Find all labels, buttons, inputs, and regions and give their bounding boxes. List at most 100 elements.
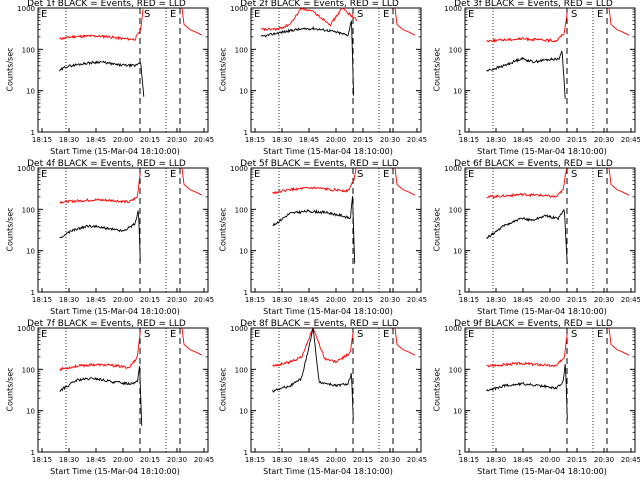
event-marker-label: S [357,169,363,180]
panel-svg: 1 10 100 1000 18:15 18:30 18:45 20:00 20:15 20:30… [17,165,214,304]
events-series-line [486,208,568,264]
x-tick-label: 18:45 [513,136,533,144]
event-marker-label: S [357,9,363,20]
y-tick-label: 10 [239,408,248,416]
event-marker-label: S [571,9,577,20]
y-tick-label: 10 [26,248,35,256]
y-axis-title: Counts/sec [432,207,442,252]
event-marker-label: E [41,169,47,180]
event-marker-label: E [170,9,176,20]
x-tick-label: 20:30 [594,296,614,304]
y-tick-label: 10 [453,88,462,96]
y-axis-title: Counts/sec [5,207,15,252]
y-tick-label: 1 [458,289,462,297]
x-tick-label: 20:15 [353,456,373,464]
event-marker-label: S [144,9,150,20]
y-tick-label: 100 [22,366,35,374]
y-tick-label: 1000 [444,5,462,13]
detector-panel: 1 10 100 1000 18:15 18:30 18:45 20:00 20:15 20:30… [427,319,640,480]
x-tick-label: 18:30 [59,296,79,304]
x-tick-label: 20:30 [167,456,187,464]
detector-panel: 1 10 100 1000 18:15 18:30 18:45 20:00 20:15 20:30… [213,0,428,160]
panel-svg: 1 10 100 1000 18:15 18:30 18:45 20:00 20:15 20:30… [230,5,427,144]
events-series-line [261,19,355,96]
x-axis-title: Start Time (15-Mar-04 18:10:00) [50,467,180,476]
detector-panel: 1 10 100 1000 18:15 18:30 18:45 20:00 20:15 20:30… [0,319,215,480]
y-tick-label: 1 [458,449,462,457]
plot-frame [250,7,422,133]
lld-series-line [59,172,141,205]
detector-panel: 1 10 100 1000 18:15 18:30 18:45 20:00 20:15 20:30… [427,159,640,320]
x-tick-label: 20:00 [113,136,133,144]
lld-tail-line [608,7,630,36]
x-tick-label: 18:30 [486,136,506,144]
event-marker-label: E [468,9,474,20]
x-tick-label: 20:00 [540,456,560,464]
x-tick-label: 20:45 [621,136,640,144]
x-tick-label: 20:15 [567,136,587,144]
y-axis-title: Counts/sec [432,367,442,412]
event-marker-label: S [357,329,363,340]
event-marker-label: E [597,9,603,20]
x-tick-label: 20:30 [594,456,614,464]
lld-tail-line [181,7,203,36]
x-tick-label: 20:15 [140,296,160,304]
events-series-line [486,50,566,99]
y-tick-label: 10 [26,408,35,416]
panel-title: Det 3f BLACK = Events, RED = LLD [454,0,613,9]
y-tick-label: 1000 [230,325,248,333]
event-marker-label: E [597,329,603,340]
x-tick-label: 18:30 [59,136,79,144]
lld-series-line [486,332,568,368]
y-tick-label: 100 [449,46,462,54]
y-tick-label: 1 [244,129,248,137]
x-tick-label: 18:30 [486,296,506,304]
panel-title: Det 2f BLACK = Events, RED = LLD [240,0,399,9]
x-tick-label: 20:15 [140,136,160,144]
panel-svg: 1 10 100 1000 18:15 18:30 18:45 20:00 20:15 20:30… [230,165,427,304]
y-tick-label: 1000 [17,325,35,333]
x-axis-title: Start Time (15-Mar-04 18:10:00) [50,147,180,156]
panel-title: Det 7f BLACK = Events, RED = LLD [27,319,186,329]
y-tick-label: 1000 [17,165,35,173]
detector-panel: 1 10 100 1000 18:15 18:30 18:45 20:00 20:15 20:30… [0,159,215,320]
y-axis-title: Counts/sec [5,367,15,412]
y-tick-label: 100 [235,366,248,374]
event-marker-label: E [383,169,389,180]
event-marker-label: E [170,169,176,180]
event-marker-label: E [597,169,603,180]
x-tick-label: 18:15 [245,456,265,464]
x-tick-label: 20:45 [407,136,427,144]
x-tick-label: 18:30 [272,456,292,464]
x-tick-label: 18:45 [513,456,533,464]
lld-series-line [486,11,568,43]
lld-tail-line [181,167,203,196]
x-tick-label: 20:30 [167,296,187,304]
x-tick-label: 18:45 [299,296,319,304]
x-tick-label: 18:45 [299,456,319,464]
y-tick-label: 1 [458,129,462,137]
y-tick-label: 1 [31,289,35,297]
x-axis-title: Start Time (15-Mar-04 18:10:00) [263,307,393,316]
x-axis-title: Start Time (15-Mar-04 18:10:00) [263,147,393,156]
panel-svg: 1 10 100 1000 18:15 18:30 18:45 20:00 20:15 20:30… [17,325,214,464]
events-series-line [59,210,141,261]
events-series-line [59,60,145,97]
x-tick-label: 18:15 [459,296,479,304]
x-tick-label: 20:30 [380,136,400,144]
lld-series-line [486,169,568,199]
x-tick-label: 20:30 [380,296,400,304]
x-tick-label: 18:45 [299,136,319,144]
event-marker-label: S [144,329,150,340]
panel-title: Det 8f BLACK = Events, RED = LLD [240,319,399,329]
y-tick-label: 100 [235,206,248,214]
x-tick-label: 18:45 [86,456,106,464]
x-tick-label: 20:00 [326,456,346,464]
y-tick-label: 10 [26,88,35,96]
events-series-line [486,363,568,419]
event-marker-label: E [468,329,474,340]
y-axis-title: Counts/sec [432,47,442,92]
y-tick-label: 100 [449,206,462,214]
y-tick-label: 1000 [230,5,248,13]
